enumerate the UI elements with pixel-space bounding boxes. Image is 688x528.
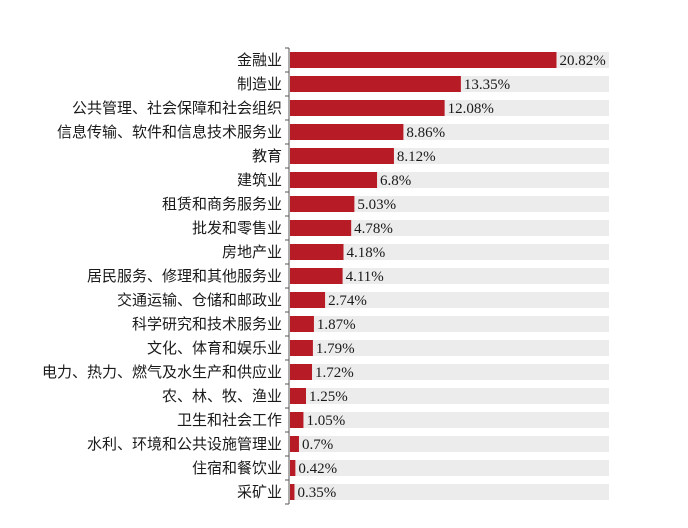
bar — [290, 172, 378, 188]
data-label: 1.05% — [306, 413, 345, 429]
category-label: 农、林、牧、渔业 — [162, 387, 282, 405]
bar-track — [290, 460, 609, 476]
category-label: 租赁和商务服务业 — [162, 195, 282, 213]
bar — [290, 388, 306, 404]
category-label: 信息传输、软件和信息技术服务业 — [57, 123, 282, 141]
data-label: 4.11% — [346, 269, 384, 285]
data-label: 0.7% — [302, 437, 333, 453]
category-label: 采矿业 — [237, 483, 282, 501]
bar — [290, 364, 313, 380]
bar — [290, 196, 355, 212]
data-label: 13.35% — [464, 77, 510, 93]
data-label: 1.87% — [317, 317, 356, 333]
category-label: 住宿和餐饮业 — [192, 459, 282, 477]
data-label: 4.18% — [347, 245, 386, 261]
category-labels: 金融业制造业公共管理、社会保障和社会组织信息传输、软件和信息技术服务业教育建筑业… — [42, 51, 282, 501]
category-label: 科学研究和技术服务业 — [132, 315, 282, 333]
bars — [290, 52, 557, 500]
bar — [290, 484, 295, 500]
data-label: 1.79% — [316, 341, 355, 357]
category-label: 批发和零售业 — [192, 219, 282, 237]
bar-track — [290, 268, 609, 284]
category-label: 文化、体育和娱乐业 — [147, 339, 282, 357]
bar — [290, 460, 296, 476]
category-label: 建筑业 — [237, 171, 282, 189]
bar-tracks — [290, 52, 609, 500]
data-label: 6.8% — [380, 173, 411, 189]
data-label: 1.72% — [315, 365, 354, 381]
category-label: 卫生和社会工作 — [177, 411, 282, 429]
bar-track — [290, 220, 609, 236]
bar — [290, 292, 326, 308]
bar-track — [290, 388, 609, 404]
category-label: 交通运输、仓储和邮政业 — [117, 291, 282, 309]
category-label: 教育 — [252, 147, 282, 165]
bar-track — [290, 340, 609, 356]
bar — [290, 244, 344, 260]
bar — [290, 76, 461, 92]
data-label: 2.74% — [328, 293, 367, 309]
value-labels: 20.82% 13.35% 12.08%8.86% 8.12% 6.8% 5.03% 4.7… — [297, 53, 605, 501]
category-label: 水利、环境和公共设施管理业 — [87, 435, 282, 453]
bar — [290, 124, 404, 140]
category-label: 电力、热力、燃气及水生产和供应业 — [42, 363, 282, 381]
bar-track — [290, 244, 609, 260]
bar-track — [290, 484, 609, 500]
bar — [290, 148, 394, 164]
bar-track — [290, 364, 609, 380]
data-label: 0.42% — [298, 461, 337, 477]
data-label: 8.86% — [406, 125, 445, 141]
data-label: 20.82% — [559, 53, 605, 69]
bar — [290, 268, 343, 284]
bar — [290, 340, 313, 356]
bar-track — [290, 196, 609, 212]
data-label: 4.78% — [354, 221, 393, 237]
data-label: 5.03% — [357, 197, 396, 213]
bar-track — [290, 436, 609, 452]
bar — [290, 100, 445, 116]
category-label: 居民服务、修理和其他服务业 — [87, 267, 282, 285]
data-label: 0.35% — [297, 485, 336, 501]
data-label: 12.08% — [448, 101, 494, 117]
bar — [290, 316, 314, 332]
category-label: 制造业 — [237, 75, 282, 93]
data-label: 8.12% — [397, 149, 436, 165]
y-ticks — [285, 47, 289, 505]
bar — [290, 220, 352, 236]
bar — [290, 52, 557, 68]
bar-track — [290, 292, 609, 308]
category-label: 房地产业 — [222, 243, 282, 261]
data-label: 1.25% — [309, 389, 348, 405]
bar-track — [290, 316, 609, 332]
category-label: 公共管理、社会保障和社会组织 — [72, 99, 282, 117]
category-label: 金融业 — [237, 51, 282, 69]
bar — [290, 436, 299, 452]
bar — [290, 412, 304, 428]
bar-track — [290, 412, 609, 428]
